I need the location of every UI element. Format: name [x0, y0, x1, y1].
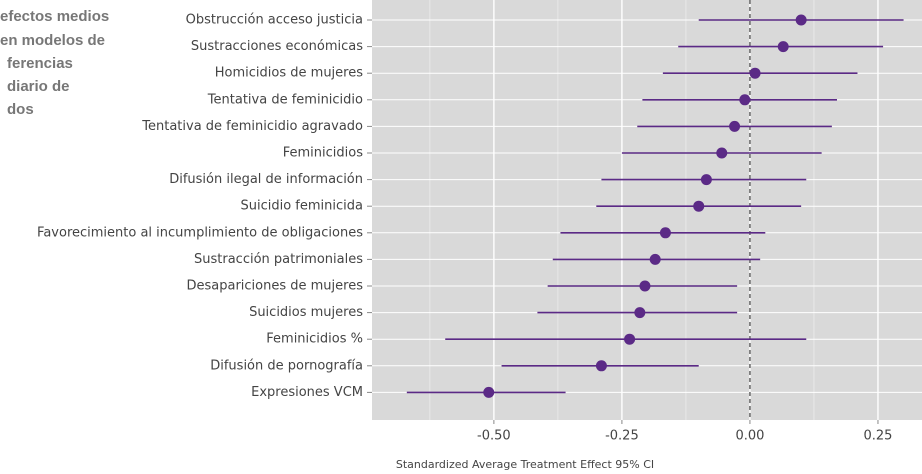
chart-title: en modelos de: [0, 32, 105, 49]
point-estimate: [624, 333, 636, 345]
y-tick-label: Expresiones VCM: [251, 385, 363, 400]
point-estimate: [659, 227, 671, 239]
point-estimate: [700, 174, 712, 186]
x-tick-label: 0.25: [863, 429, 892, 444]
chart-title: ferencias: [7, 55, 73, 72]
y-tick-label: Difusión de pornografía: [210, 358, 363, 373]
point-estimate: [639, 280, 651, 292]
y-tick-label: Sustracciones económicas: [191, 39, 363, 54]
y-tick-label: Obstrucción acceso justicia: [186, 13, 363, 28]
y-tick-label: Feminicidios: [283, 146, 363, 161]
y-tick-label: Suicidio feminicida: [241, 199, 364, 214]
y-tick-label: Sustracción patrimoniales: [194, 252, 363, 267]
point-estimate: [693, 200, 705, 212]
point-estimate: [634, 307, 646, 319]
y-tick-label: Homicidios de mujeres: [215, 66, 363, 81]
point-estimate: [595, 360, 607, 372]
y-tick-label: Suicidios mujeres: [249, 305, 363, 320]
x-tick-label: 0.00: [735, 429, 764, 444]
point-estimate: [777, 41, 789, 53]
y-tick-label: Feminicidios %: [266, 332, 363, 347]
chart-title: diario de: [7, 78, 70, 95]
point-estimate: [483, 386, 495, 398]
point-estimate: [729, 120, 741, 132]
y-tick-label: Desapariciones de mujeres: [186, 279, 363, 294]
chart-title: efectos medios: [0, 8, 109, 25]
x-tick-label: -0.25: [605, 429, 639, 444]
y-tick-label: Difusión ilegal de información: [169, 172, 363, 187]
x-axis-title: Standardized Average Treatment Effect 95…: [396, 458, 654, 471]
point-estimate: [749, 67, 761, 79]
y-tick-label: Tentativa de feminicidio agravado: [141, 119, 363, 134]
y-tick-label: Favorecimiento al incumplimiento de obli…: [37, 225, 363, 240]
x-tick-label: -0.50: [477, 429, 511, 444]
plot-panel: [372, 0, 922, 420]
point-estimate: [739, 94, 751, 106]
point-estimate: [649, 253, 661, 265]
y-tick-label: Tentativa de feminicidio: [207, 92, 363, 107]
point-estimate: [795, 14, 807, 26]
chart-title: dos: [7, 101, 34, 118]
point-estimate: [716, 147, 728, 159]
